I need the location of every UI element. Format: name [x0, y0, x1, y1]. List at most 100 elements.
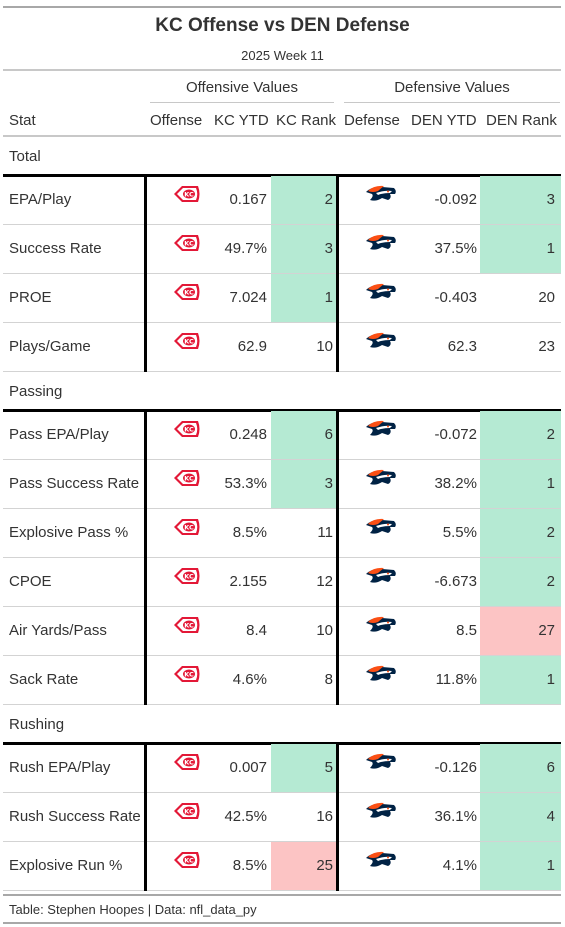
- svg-text:KC: KC: [184, 857, 194, 865]
- table-row: PROE KC 7.024 1 -0.403 20: [3, 274, 561, 323]
- kc-ytd-value: 8.4: [246, 622, 267, 639]
- chiefs-logo-icon: KC: [167, 793, 207, 841]
- broncos-logo-icon: [361, 411, 401, 459]
- kc-ytd-value: 53.3%: [224, 475, 267, 492]
- column-divider: [144, 409, 147, 705]
- column-divider: [336, 742, 339, 891]
- stat-name: Plays/Game: [9, 338, 91, 355]
- kc-rank-value: 10: [316, 622, 333, 639]
- table-row: Pass EPA/Play KC 0.248 6 -0.072 2: [3, 411, 561, 460]
- chiefs-logo-icon: KC: [167, 842, 207, 890]
- kc-rank-value: 12: [316, 573, 333, 590]
- den-rank-value: 27: [480, 607, 561, 655]
- svg-text:KC: KC: [184, 671, 194, 679]
- column-divider: [144, 742, 147, 891]
- broncos-logo-icon: [361, 744, 401, 792]
- table-row: Explosive Run % KC 8.5% 25 4.1% 1: [3, 842, 561, 891]
- svg-text:KC: KC: [184, 426, 194, 434]
- den-ytd-value: -0.092: [434, 191, 477, 208]
- svg-text:KC: KC: [184, 240, 194, 248]
- den-rank-value: 23: [538, 338, 555, 355]
- chiefs-logo-icon: KC: [167, 176, 207, 224]
- stat-name: Air Yards/Pass: [9, 622, 107, 639]
- svg-text:KC: KC: [184, 573, 194, 581]
- den-rank-value: 2: [480, 509, 561, 557]
- den-ytd-value: -0.072: [434, 426, 477, 443]
- svg-text:KC: KC: [184, 808, 194, 816]
- broncos-logo-icon: [361, 558, 401, 606]
- kc-ytd-value: 0.167: [229, 191, 267, 208]
- table-row: Success Rate KC 49.7% 3 37.5% 1: [3, 225, 561, 274]
- col-header-offense: Offense: [150, 112, 203, 129]
- broncos-logo-icon: [361, 323, 401, 371]
- defense-spanner: Defensive Values: [394, 79, 510, 96]
- stat-name: Rush Success Rate: [9, 808, 141, 825]
- offense-spanner: Offensive Values: [185, 79, 298, 96]
- den-ytd-value: 38.2%: [434, 475, 477, 492]
- stat-name: Success Rate: [9, 240, 102, 257]
- stat-name: CPOE: [9, 573, 52, 590]
- den-rank-value: 1: [480, 842, 561, 890]
- kc-rank-value: 25: [271, 842, 339, 890]
- col-header-defense: Defense: [344, 112, 400, 129]
- kc-ytd-value: 0.007: [229, 759, 267, 776]
- chiefs-logo-icon: KC: [167, 744, 207, 792]
- col-header-kc-ytd: KC YTD: [214, 112, 269, 129]
- den-rank-value: 6: [480, 744, 561, 792]
- chiefs-logo-icon: KC: [167, 558, 207, 606]
- stat-name: Pass Success Rate: [9, 475, 140, 492]
- row-group-label: Total: [9, 148, 41, 165]
- stat-name: Rush EPA/Play: [9, 759, 111, 776]
- column-divider: [336, 174, 339, 372]
- kc-ytd-value: 62.9: [237, 338, 267, 355]
- kc-ytd-value: 8.5%: [232, 524, 267, 541]
- col-header-kc-rank: KC Rank: [276, 112, 337, 129]
- kc-rank-value: 10: [316, 338, 333, 355]
- bottom-rule: [3, 894, 561, 896]
- top-rule: [3, 6, 561, 8]
- kc-rank-value: 8: [324, 671, 333, 688]
- broncos-logo-icon: [361, 176, 401, 224]
- den-rank-value: 4: [480, 793, 561, 841]
- den-rank-value: 20: [538, 289, 555, 306]
- den-rank-value: 3: [480, 176, 561, 224]
- den-ytd-value: 62.3: [447, 338, 477, 355]
- kc-rank-value: 3: [271, 460, 339, 508]
- den-ytd-value: -0.126: [434, 759, 477, 776]
- den-rank-value: 1: [480, 656, 561, 704]
- broncos-logo-icon: [361, 509, 401, 557]
- table-row: Explosive Pass % KC 8.5% 11 5.5% 2: [3, 509, 561, 558]
- broncos-logo-icon: [361, 656, 401, 704]
- stat-name: Pass EPA/Play: [9, 426, 109, 443]
- den-rank-value: 1: [480, 225, 561, 273]
- broncos-logo-icon: [361, 607, 401, 655]
- table-subtitle: 2025 Week 11: [241, 48, 324, 63]
- den-ytd-value: 11.8%: [435, 671, 477, 688]
- broncos-logo-icon: [361, 842, 401, 890]
- svg-text:KC: KC: [184, 475, 194, 483]
- group-top-rule: [3, 742, 561, 745]
- stat-name: EPA/Play: [9, 191, 72, 208]
- svg-text:KC: KC: [184, 191, 194, 199]
- column-header-rule: [3, 135, 561, 137]
- table-title: KC Offense vs DEN Defense: [155, 15, 410, 36]
- den-rank-value: 2: [480, 411, 561, 459]
- chiefs-logo-icon: KC: [167, 607, 207, 655]
- header-rule: [3, 69, 561, 71]
- svg-text:KC: KC: [184, 289, 194, 297]
- table-row: Air Yards/Pass KC 8.4 10 8.5 27: [3, 607, 561, 656]
- svg-text:KC: KC: [184, 622, 194, 630]
- table-source-note: Table: Stephen Hoopes | Data: nfl_data_p…: [9, 902, 257, 917]
- den-ytd-value: 8.5: [456, 622, 477, 639]
- stat-name: Explosive Run %: [9, 857, 123, 874]
- table-row: Plays/Game KC 62.9 10 62.3 23: [3, 323, 561, 372]
- chiefs-logo-icon: KC: [167, 274, 207, 322]
- kc-rank-value: 5: [271, 744, 339, 792]
- col-header-stat: Stat: [9, 112, 36, 129]
- broncos-logo-icon: [361, 274, 401, 322]
- kc-ytd-value: 2.155: [229, 573, 267, 590]
- row-group-label: Passing: [9, 383, 63, 400]
- kc-ytd-value: 7.024: [229, 289, 267, 306]
- row-group-label: Rushing: [9, 716, 65, 733]
- kc-rank-value: 11: [317, 524, 333, 541]
